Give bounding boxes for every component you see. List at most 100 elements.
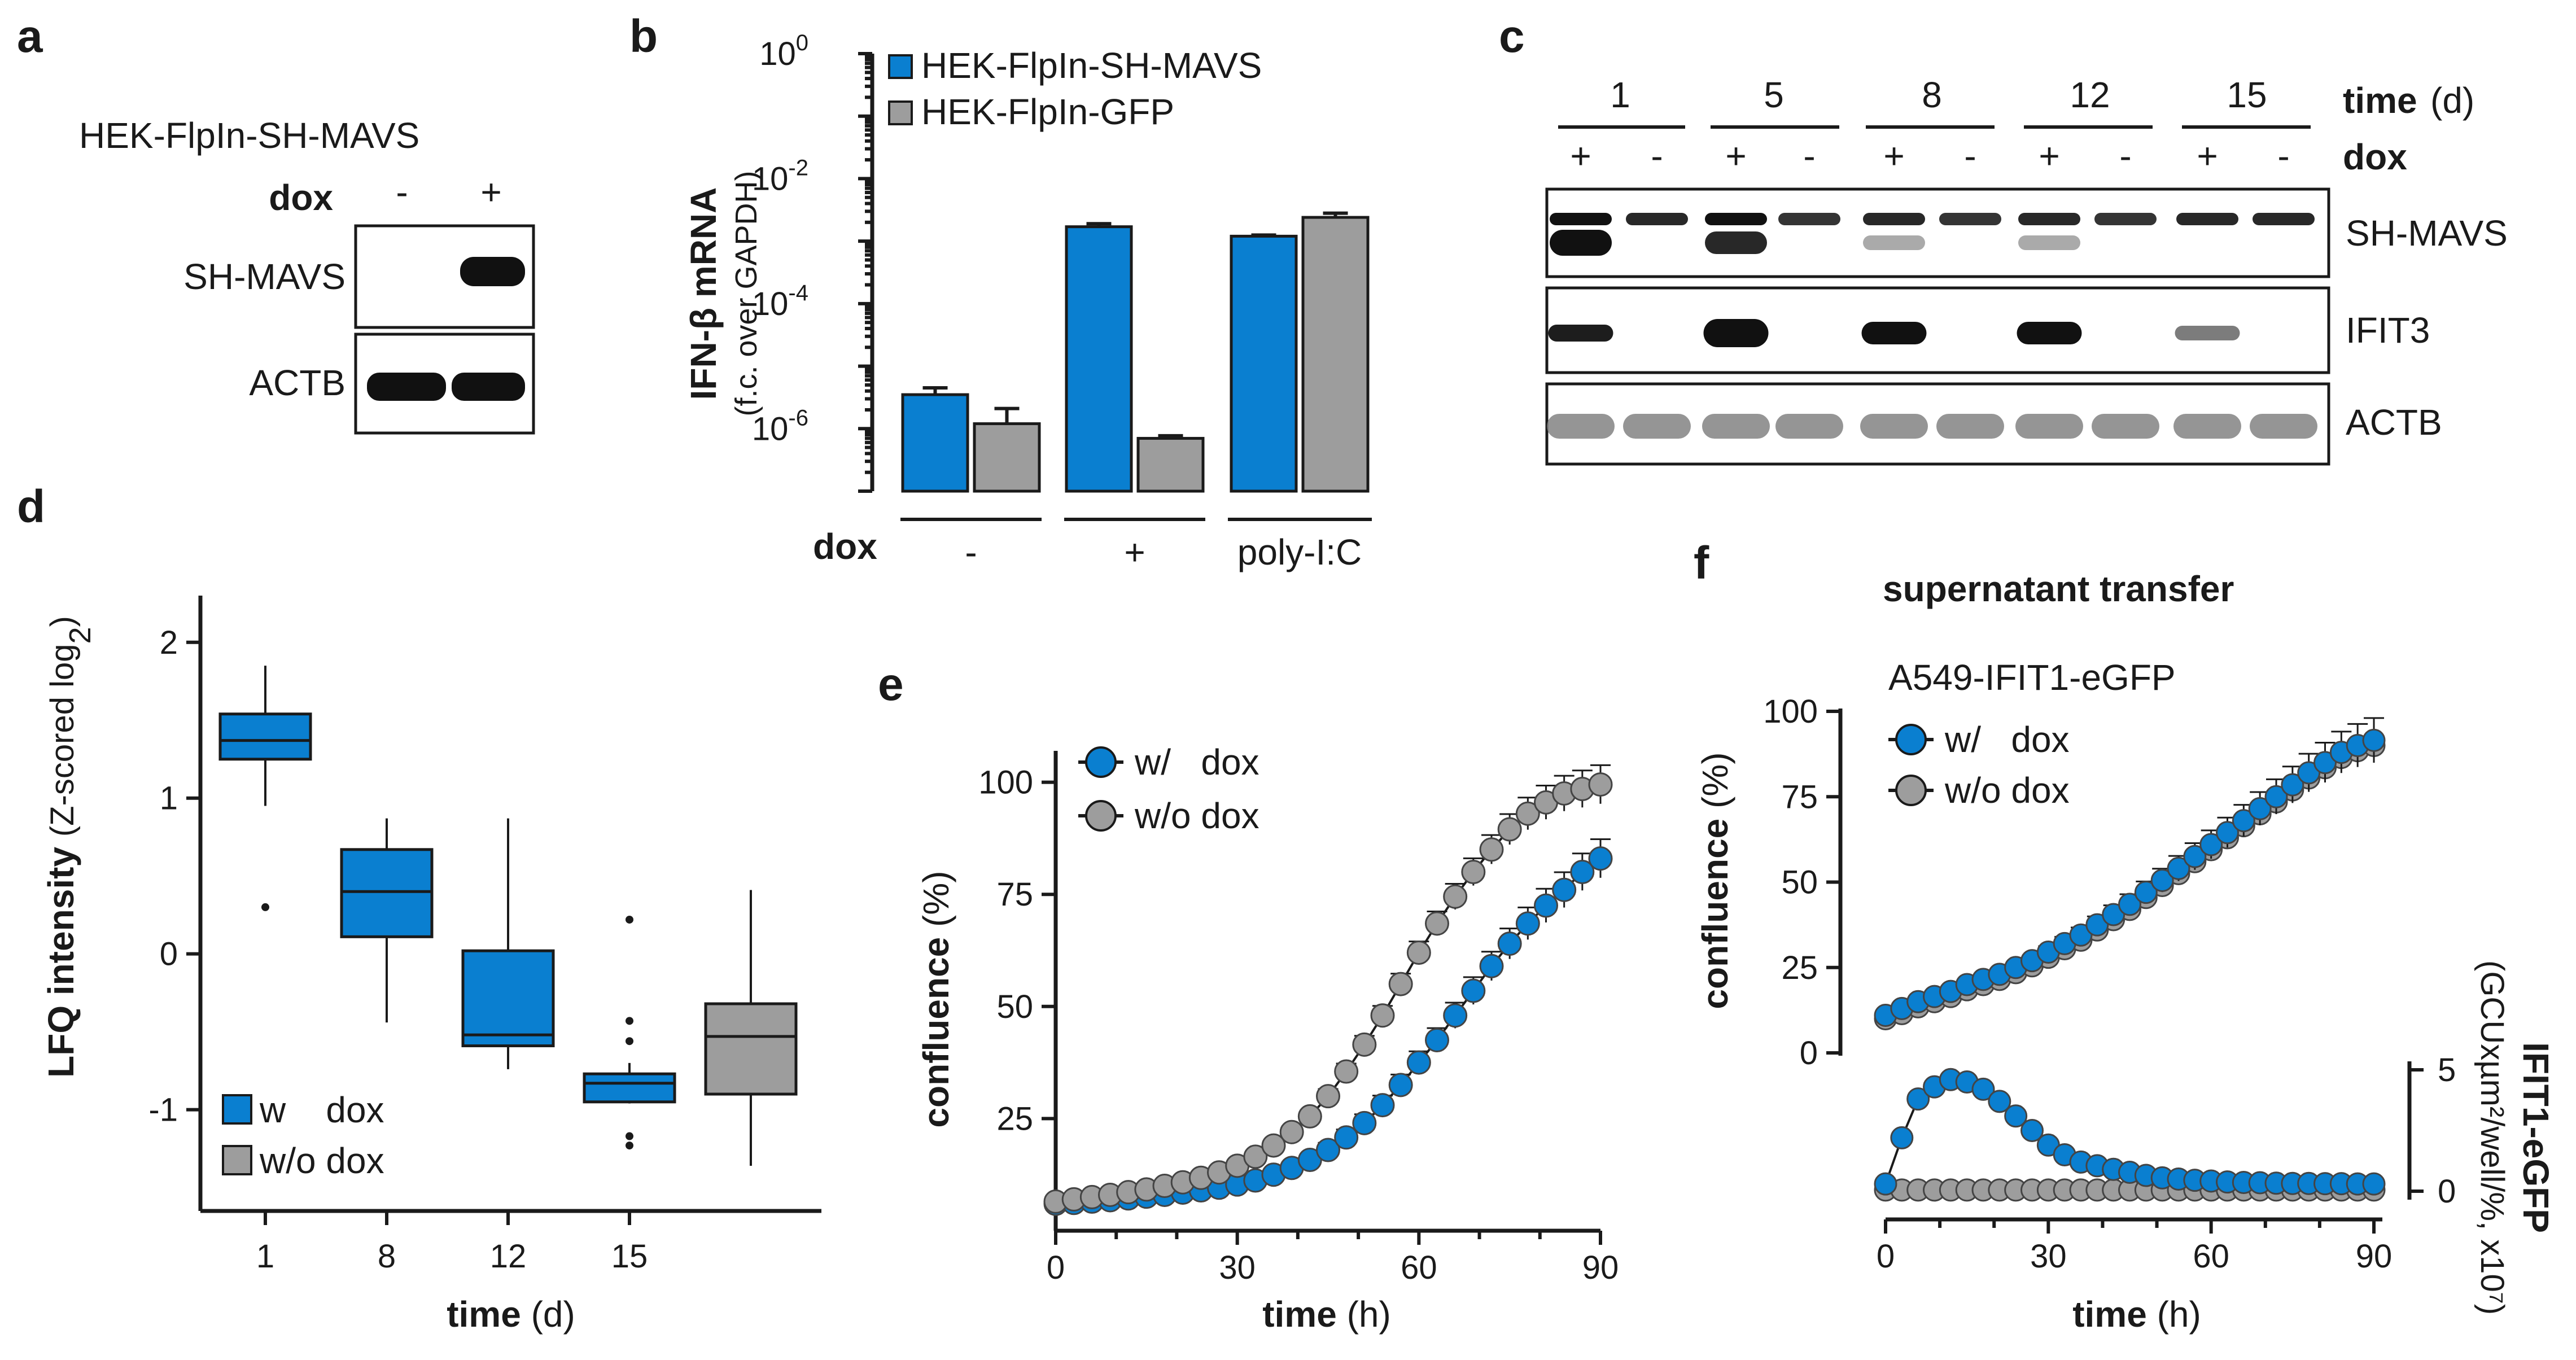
- panel-c-band-ifit3: [1861, 322, 1927, 344]
- panel-f-series: [1874, 717, 2386, 1202]
- panel-b-ylabel-sub: (f.c. over GAPDH): [729, 170, 763, 416]
- panel-c-dox-minus: -: [1964, 135, 1976, 176]
- panel-c-band-sh-mavs-upper: [1550, 213, 1612, 225]
- panel-e-ytick-label: 75: [996, 876, 1033, 913]
- panel-c-band-actb: [2092, 414, 2159, 439]
- panel-c-time-1: 1: [1610, 75, 1630, 115]
- panel-d-box-1: [218, 712, 312, 761]
- panel-d-legend-swatch-wo: [222, 1145, 252, 1175]
- panel-f-conf-point-0-18: [2167, 856, 2190, 880]
- panel-c-band-sh-mavs-upper: [1705, 213, 1767, 225]
- panel-f-legend-marker-wo: [1895, 775, 1927, 806]
- panel-c-band-sh-mavs-upper: [2253, 213, 2315, 225]
- panel-f-gfp-point-0-8: [2004, 1104, 2028, 1128]
- panel-c-dox-minus: -: [1651, 135, 1663, 176]
- panel-f-ytick-label: 100: [1763, 693, 1818, 730]
- panel-f-gfp-point-0-9: [2020, 1119, 2044, 1142]
- panel-f-xtick-label: 0: [1877, 1238, 1895, 1275]
- panel-e-point-0-22: [1443, 1003, 1468, 1028]
- panel-e-xtick-label: 30: [1219, 1249, 1256, 1286]
- panel-f-gfp-point-0-1: [1890, 1126, 1914, 1149]
- panel-f-xtick-label: 30: [2030, 1238, 2067, 1275]
- panel-e-legend-wo: w/o dox: [1134, 795, 1259, 836]
- panel-f-legend-w: w/ dox: [1944, 719, 2070, 760]
- panel-e-point-1-11: [1243, 1144, 1268, 1169]
- panel-f-legend-marker-w: [1895, 724, 1927, 755]
- panel-d-xtick-label: 15: [611, 1238, 648, 1275]
- panel-a-band-sh-mavs-plus: [460, 257, 525, 286]
- panel-c-band-actb: [1775, 414, 1843, 439]
- panel-d-box-8: [340, 848, 434, 938]
- panel-c-blot-label-sh-mavs: SH-MAVS: [2346, 213, 2508, 253]
- panel-d-box-w-o-dox: [704, 1002, 798, 1096]
- panel-e-point-1-24: [1479, 837, 1504, 862]
- panel-e-series: [1043, 764, 1613, 1216]
- panel-d-legend-w: w dox: [259, 1090, 384, 1130]
- panel-b-bar-1-1: [1136, 436, 1205, 493]
- panel-b-bars: [901, 211, 1370, 493]
- panel-e-ytick-label: 100: [978, 764, 1033, 801]
- panel-a-blot-label-actb: ACTB: [249, 362, 345, 403]
- panel-c-blot-sh-mavs: [1545, 187, 2330, 278]
- panel-c-band-sh-mavs-upper: [2176, 213, 2238, 225]
- panel-f-ytick-label: 50: [1781, 864, 1818, 901]
- panel-b-ylabel: IFN-β mRNA: [683, 187, 724, 400]
- panel-b-legend-gfp: HEK-FlpIn-GFP: [921, 91, 1174, 132]
- panel-c-time-8: 8: [1922, 75, 1942, 115]
- panel-c-time-label: time: [2343, 80, 2417, 121]
- panel-d-legend-swatch-w: [222, 1094, 252, 1125]
- panel-f-gfp-point-0-30: [2362, 1172, 2386, 1196]
- panel-f-conf-point-0-13: [2085, 913, 2109, 937]
- panel-e-xtick-label: 90: [1582, 1249, 1619, 1286]
- panel-c-band-actb: [1860, 414, 1928, 439]
- panel-b-legend-swatch-mavs: [888, 54, 913, 79]
- panel-a-dox-minus: -: [396, 172, 408, 212]
- panel-b-bar-1-2: [1301, 216, 1370, 493]
- panel-f-ytick-label: 75: [1781, 779, 1818, 815]
- panel-e-point-1-16: [1334, 1059, 1359, 1084]
- panel-d-xtick-label: 1: [256, 1238, 274, 1275]
- panel-e-point-0-21: [1425, 1027, 1449, 1052]
- panel-c-dox-plus: +: [2197, 135, 2218, 176]
- panel-f-conf-point-0-21: [2216, 821, 2239, 845]
- panel-c-band-ifit3: [2175, 326, 2240, 340]
- panel-d-ytick-label: 0: [160, 936, 178, 973]
- panel-f-gfp-point-0-0: [1874, 1172, 1897, 1196]
- panel-d-outlier: [626, 1142, 633, 1150]
- panel-e-point-1-17: [1352, 1032, 1377, 1057]
- panel-b-bar-0-2: [1230, 234, 1298, 493]
- panel-f-legend-wo: w/o dox: [1944, 770, 2070, 811]
- panel-c-blot-label-actb: ACTB: [2346, 402, 2442, 443]
- panel-e-point-0-23: [1461, 978, 1486, 1003]
- panel-f-conf-point-0-30: [2362, 728, 2386, 752]
- panel-e-point-1-23: [1461, 859, 1486, 884]
- panel-f-conf-point-0-20: [2199, 833, 2223, 856]
- panel-c-bands: [1547, 213, 2317, 439]
- panel-c-band-ifit3: [1548, 325, 1613, 342]
- panel-e-point-1-18: [1370, 1003, 1395, 1028]
- panel-c-time-5: 5: [1764, 75, 1784, 115]
- panel-b-bar-0-1: [1065, 225, 1133, 493]
- panel-f-y2tick-label: 0: [2438, 1173, 2456, 1210]
- panel-f-conf-point-0-26: [2297, 761, 2321, 785]
- panel-c-band-sh-mavs-upper: [2018, 213, 2080, 225]
- panel-f-conf-point-0-19: [2183, 845, 2207, 868]
- panel-e-point-1-30: [1588, 772, 1613, 797]
- panel-e-point-1-21: [1425, 911, 1449, 936]
- panel-label-c: c: [1499, 11, 1525, 62]
- panel-c-band-actb: [2173, 414, 2241, 439]
- panel-e-ylabel: confluence (%): [916, 871, 956, 1127]
- panel-b-ytick-label: 10-2: [752, 155, 808, 197]
- panel-label-a: a: [17, 11, 43, 62]
- panel-d-outlier: [626, 1132, 633, 1140]
- panel-f-conf-point-0-12: [2069, 923, 2093, 947]
- panel-e-point-0-29: [1570, 859, 1595, 884]
- panel-f-conf-point-0-27: [2313, 751, 2337, 775]
- panel-c-band-sh-mavs-lower: [1705, 231, 1767, 254]
- panel-e-point-0-18: [1370, 1093, 1395, 1118]
- panel-f-gfp-point-0-7: [1988, 1090, 2011, 1113]
- panel-d-boxes: [218, 666, 798, 1166]
- panel-c-band-sh-mavs-upper: [1863, 213, 1925, 225]
- panel-c-band-sh-mavs-upper: [1778, 213, 1840, 225]
